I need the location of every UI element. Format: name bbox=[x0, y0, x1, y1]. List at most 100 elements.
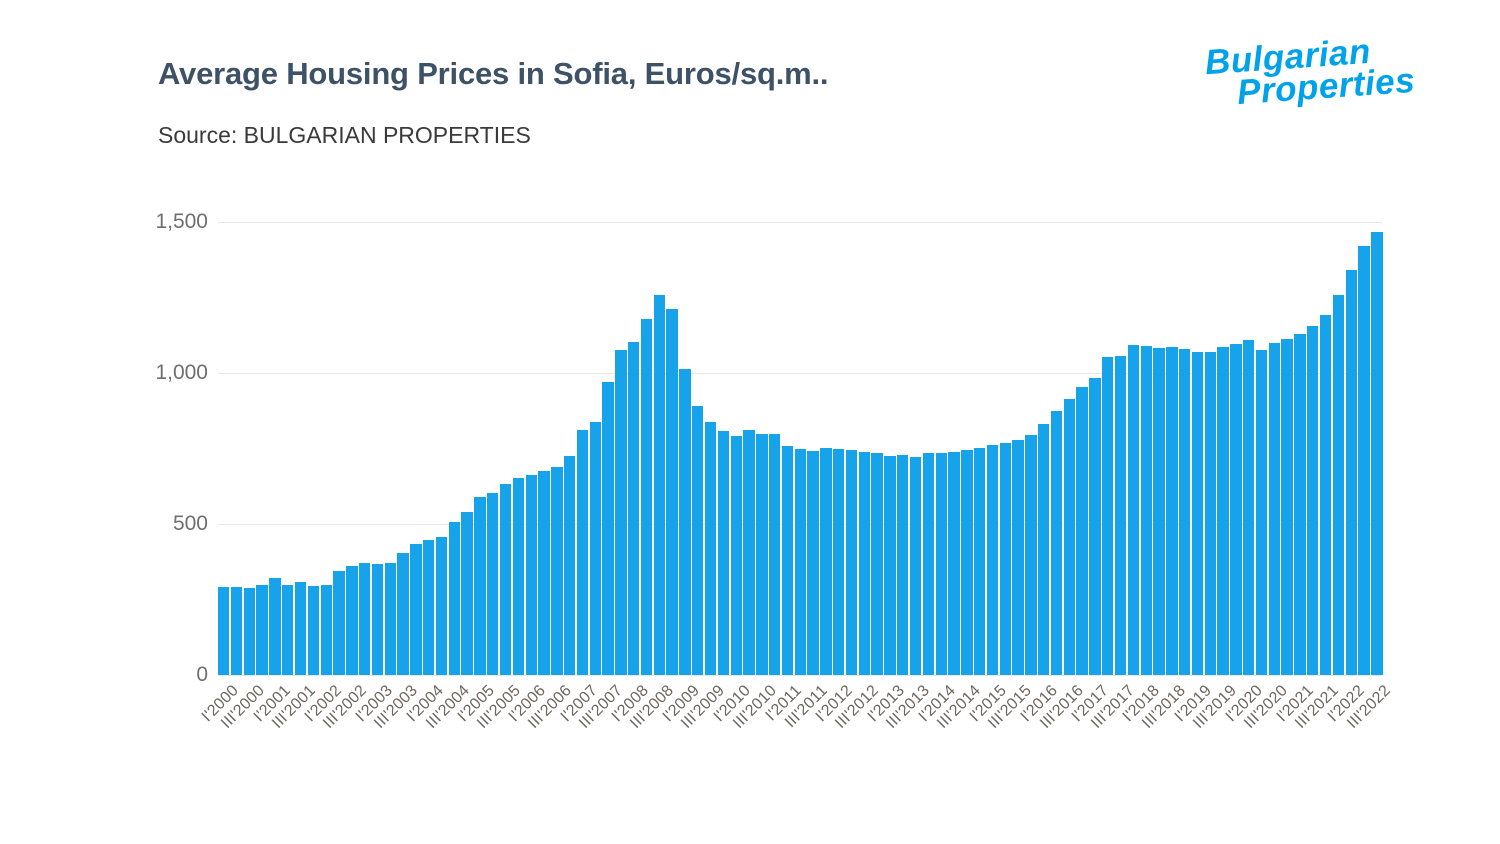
bar-III'2012[interactable] bbox=[858, 452, 871, 675]
bar-II'2005[interactable] bbox=[487, 493, 499, 675]
bar-III'2009[interactable] bbox=[704, 422, 717, 675]
bar-IV'2013[interactable] bbox=[922, 453, 935, 675]
bar-I'2003[interactable] bbox=[371, 564, 384, 675]
bar-I'2015[interactable] bbox=[986, 445, 999, 675]
bar-IV'2017[interactable] bbox=[1127, 345, 1140, 675]
bar-IV'2006[interactable] bbox=[563, 456, 576, 675]
bar-I'2022[interactable] bbox=[1345, 270, 1357, 675]
bar-II'2018[interactable] bbox=[1153, 348, 1165, 675]
gridline-1500 bbox=[218, 222, 1382, 223]
bar-I'2000[interactable] bbox=[218, 587, 230, 675]
bar-II'2013[interactable] bbox=[897, 455, 909, 675]
source-caption: Source: BULGARIAN PROPERTIES bbox=[158, 122, 531, 148]
bar-III'2021[interactable] bbox=[1319, 315, 1332, 675]
bar-III'2018[interactable] bbox=[1166, 347, 1178, 675]
bar-II'2016[interactable] bbox=[1050, 411, 1063, 675]
bar-III'2002[interactable] bbox=[346, 566, 358, 675]
bar-III'2001[interactable] bbox=[294, 582, 307, 675]
bar-I'2005[interactable] bbox=[474, 497, 486, 675]
bar-III'2007[interactable] bbox=[602, 382, 614, 675]
bulgarian-properties-logo: Bulgarian Properties bbox=[1204, 32, 1417, 113]
bar-I'2009[interactable] bbox=[679, 369, 691, 675]
bar-IV'2020[interactable] bbox=[1281, 339, 1293, 675]
bar-II'2020[interactable] bbox=[1255, 350, 1268, 675]
bar-IV'2018[interactable] bbox=[1178, 349, 1191, 675]
bar-IV'2015[interactable] bbox=[1025, 435, 1037, 675]
bar-III'2017[interactable] bbox=[1114, 356, 1127, 675]
bar-III'2015[interactable] bbox=[1012, 440, 1024, 675]
bar-I'2008[interactable] bbox=[628, 342, 640, 675]
bar-II'2004[interactable] bbox=[435, 537, 448, 675]
bar-II'2006[interactable] bbox=[538, 471, 550, 675]
bar-IV'2005[interactable] bbox=[512, 478, 525, 675]
bar-IV'2012[interactable] bbox=[871, 453, 883, 675]
bar-IV'2004[interactable] bbox=[461, 512, 473, 675]
gridline-1000 bbox=[218, 373, 1382, 374]
y-tick-label-1000: 1,000 bbox=[155, 361, 208, 384]
bar-I'2011[interactable] bbox=[781, 446, 794, 675]
bar-I'2010[interactable] bbox=[730, 436, 742, 675]
bar-II'2009[interactable] bbox=[692, 406, 704, 675]
bar-III'2020[interactable] bbox=[1268, 343, 1281, 675]
bar-III'2016[interactable] bbox=[1063, 399, 1076, 675]
bar-III'2022[interactable] bbox=[1371, 232, 1383, 675]
bar-IV'2008[interactable] bbox=[666, 309, 678, 675]
bar-II'2008[interactable] bbox=[640, 319, 653, 675]
bar-II'2017[interactable] bbox=[1102, 357, 1114, 675]
bar-II'2007[interactable] bbox=[589, 422, 601, 675]
bar-II'2012[interactable] bbox=[845, 450, 858, 675]
bar-I'2001[interactable] bbox=[269, 578, 281, 675]
bar-IV'2021[interactable] bbox=[1332, 295, 1345, 675]
bar-I'2014[interactable] bbox=[935, 453, 947, 675]
y-tick-label-0: 0 bbox=[196, 663, 208, 686]
bar-III'2005[interactable] bbox=[499, 484, 512, 675]
bar-I'2002[interactable] bbox=[320, 585, 332, 675]
bar-I'2020[interactable] bbox=[1243, 340, 1255, 675]
bar-III'2014[interactable] bbox=[961, 450, 973, 675]
bar-II'2010[interactable] bbox=[743, 430, 755, 675]
plot-area bbox=[218, 222, 1383, 676]
bar-III'2004[interactable] bbox=[448, 522, 461, 675]
bar-II'2015[interactable] bbox=[999, 443, 1011, 675]
bar-III'2000[interactable] bbox=[243, 588, 256, 675]
bar-III'2003[interactable] bbox=[397, 553, 409, 675]
bar-I'2013[interactable] bbox=[884, 456, 896, 675]
bar-IV'2019[interactable] bbox=[1230, 344, 1242, 675]
bar-IV'2014[interactable] bbox=[973, 448, 986, 675]
bar-III'2010[interactable] bbox=[756, 434, 768, 675]
bar-IV'2007[interactable] bbox=[615, 350, 627, 675]
bar-IV'2002[interactable] bbox=[358, 563, 371, 675]
bar-I'2017[interactable] bbox=[1089, 378, 1101, 675]
bar-II'2000[interactable] bbox=[230, 587, 243, 675]
bar-II'2019[interactable] bbox=[1204, 352, 1216, 675]
bar-III'2011[interactable] bbox=[807, 451, 819, 675]
bar-I'2012[interactable] bbox=[833, 449, 845, 675]
bar-series bbox=[218, 222, 1383, 675]
bar-II'2011[interactable] bbox=[794, 449, 806, 675]
bar-I'2018[interactable] bbox=[1140, 346, 1152, 675]
bar-II'2022[interactable] bbox=[1358, 246, 1370, 675]
logo-line-2: Properties bbox=[1235, 60, 1417, 113]
bar-III'2013[interactable] bbox=[909, 457, 922, 675]
bar-II'2014[interactable] bbox=[948, 452, 960, 675]
bar-I'2004[interactable] bbox=[423, 540, 435, 675]
bar-IV'2016[interactable] bbox=[1076, 387, 1088, 675]
bar-I'2007[interactable] bbox=[576, 430, 589, 675]
bar-I'2021[interactable] bbox=[1294, 334, 1306, 675]
bar-IV'2003[interactable] bbox=[410, 544, 422, 675]
bar-II'2003[interactable] bbox=[384, 563, 396, 675]
bar-III'2019[interactable] bbox=[1217, 347, 1229, 675]
bar-II'2001[interactable] bbox=[282, 585, 294, 675]
bar-I'2016[interactable] bbox=[1038, 424, 1050, 675]
bar-III'2008[interactable] bbox=[653, 295, 666, 675]
bar-I'2006[interactable] bbox=[525, 475, 537, 675]
bar-IV'2009[interactable] bbox=[717, 431, 730, 675]
bar-II'2002[interactable] bbox=[333, 571, 345, 675]
bar-IV'2010[interactable] bbox=[768, 434, 781, 675]
bar-IV'2000[interactable] bbox=[256, 585, 268, 675]
bar-II'2021[interactable] bbox=[1307, 326, 1319, 675]
bar-III'2006[interactable] bbox=[551, 467, 563, 675]
bar-IV'2011[interactable] bbox=[820, 448, 832, 675]
bar-I'2019[interactable] bbox=[1191, 352, 1204, 675]
bar-IV'2001[interactable] bbox=[307, 586, 320, 675]
